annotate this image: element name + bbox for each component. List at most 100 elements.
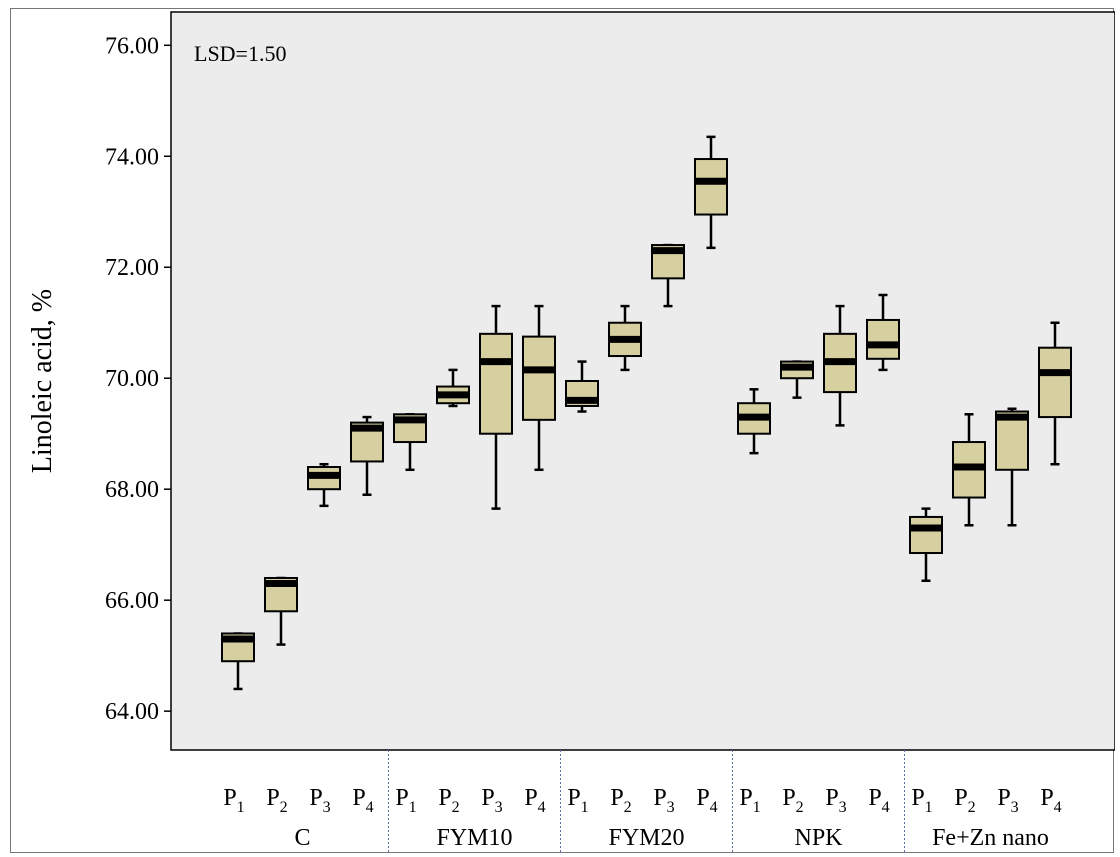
x-tick-label: P2	[954, 785, 975, 816]
box-Fe+Zn nano-p3	[995, 407, 1029, 527]
group-label: FYM20	[608, 825, 684, 851]
boxes	[221, 135, 1072, 691]
x-tick-label-main: P	[739, 785, 752, 811]
x-tick-label-main: P	[825, 785, 838, 811]
box-C-p4	[350, 415, 384, 497]
x-tick-label-main: P	[481, 785, 494, 811]
y-tick-label: 70.00	[105, 366, 159, 392]
y-tick-label: 64.00	[105, 699, 159, 725]
x-tick-label: P1	[911, 785, 932, 816]
x-tick-label: P1	[223, 785, 244, 816]
x-tick-label-main: P	[266, 785, 279, 811]
x-tick-label-main: P	[610, 785, 623, 811]
x-tick-label-sub: 2	[624, 799, 632, 816]
x-tick-label: P4	[352, 785, 373, 816]
y-tick-label: 66.00	[105, 588, 159, 614]
x-tick-label-main: P	[438, 785, 451, 811]
x-tick-label: P2	[438, 785, 459, 816]
box-C-p2	[264, 576, 298, 646]
x-tick-label-main: P	[954, 785, 967, 811]
box-FYM20-p2	[608, 304, 642, 372]
x-tick-label-sub: 2	[968, 799, 976, 816]
y-axis-label: Linoleic acid, %	[27, 289, 58, 473]
x-tick-label: P3	[653, 785, 674, 816]
x-tick-label: P2	[266, 785, 287, 816]
x-tick-label: P1	[395, 785, 416, 816]
x-tick-label-main: P	[223, 785, 236, 811]
box-iqr	[694, 158, 728, 216]
x-tick-label-sub: 2	[796, 799, 804, 816]
x-tick-label-main: P	[868, 785, 881, 811]
x-tick-label-main: P	[696, 785, 709, 811]
y-tick-label: 74.00	[105, 144, 159, 170]
x-tick-label: P4	[1040, 785, 1061, 816]
x-tick-label-main: P	[1040, 785, 1053, 811]
group-separators	[388, 750, 905, 854]
x-tick-label: P4	[696, 785, 717, 816]
plot-area	[170, 11, 1115, 751]
box-FYM10-p2	[436, 368, 470, 408]
box-Fe+Zn nano-p4	[1038, 321, 1072, 466]
x-tick-label-sub: 3	[1011, 799, 1019, 816]
x-tick-label-main: P	[395, 785, 408, 811]
box-FYM10-p3	[479, 304, 513, 510]
x-tick-label-sub: 4	[882, 799, 890, 816]
x-tick-label-sub: 1	[753, 799, 761, 816]
box-iqr	[866, 318, 900, 360]
x-tick-label-sub: 4	[710, 799, 718, 816]
x-tick-label-sub: 3	[323, 799, 331, 816]
x-tick-label-sub: 4	[538, 799, 546, 816]
box-NPK-p3	[823, 304, 857, 427]
box-NPK-p1	[737, 388, 771, 455]
x-tick-label: P2	[610, 785, 631, 816]
x-tick-label: P2	[782, 785, 803, 816]
box-FYM10-p1	[393, 413, 427, 472]
box-C-p3	[307, 462, 341, 508]
box-C-p1	[221, 632, 255, 691]
x-tick-label-sub: 4	[1054, 799, 1062, 816]
box-NPK-p4	[866, 293, 900, 372]
x-tick-label-main: P	[653, 785, 666, 811]
box-FYM10-p4	[522, 304, 556, 472]
y-tick-label: 76.00	[105, 33, 159, 59]
box-iqr	[909, 515, 943, 555]
group-label: Fe+Zn nano	[932, 825, 1049, 851]
box-Fe+Zn nano-p1	[909, 507, 943, 583]
y-axis: 64.00 66.00 68.00 70.00 72.00 74.00 76.00	[105, 33, 171, 725]
x-tick-label-main: P	[567, 785, 580, 811]
lsd-annotation: LSD=1.50	[194, 41, 286, 66]
box-iqr	[1038, 346, 1072, 419]
x-tick-label-sub: 1	[581, 799, 589, 816]
x-tick-label-main: P	[911, 785, 924, 811]
box-FYM20-p3	[651, 243, 685, 308]
x-tick-label-sub: 3	[839, 799, 847, 816]
x-tick-label-main: P	[782, 785, 795, 811]
x-tick-label-sub: 1	[925, 799, 933, 816]
x-tick-label-sub: 3	[495, 799, 503, 816]
x-tick-label-sub: 4	[366, 799, 374, 816]
group-label: FYM10	[436, 825, 512, 851]
x-tick-label-main: P	[309, 785, 322, 811]
x-tick-label: P4	[524, 785, 545, 816]
x-tick-label: P1	[739, 785, 760, 816]
chart-frame: 64.00 66.00 68.00 70.00 72.00 74.00 76.00 P1 P2…	[10, 8, 1115, 854]
x-tick-label-sub: 1	[237, 799, 245, 816]
x-tick-label: P3	[481, 785, 502, 816]
x-tick-label-sub: 2	[280, 799, 288, 816]
box-Fe+Zn nano-p2	[952, 413, 986, 527]
x-tick-label-main: P	[524, 785, 537, 811]
group-label: C	[294, 825, 310, 851]
x-tick-label: P3	[309, 785, 330, 816]
x-tick-label: P3	[825, 785, 846, 816]
box-FYM20-p4	[694, 135, 728, 250]
x-tick-label-main: P	[997, 785, 1010, 811]
box-iqr	[522, 335, 556, 421]
box-iqr	[479, 332, 513, 435]
box-iqr	[995, 410, 1029, 471]
x-tick-label-sub: 2	[452, 799, 460, 816]
x-tick-label: P4	[868, 785, 889, 816]
x-tick-label: P3	[997, 785, 1018, 816]
x-tick-label: P1	[567, 785, 588, 816]
